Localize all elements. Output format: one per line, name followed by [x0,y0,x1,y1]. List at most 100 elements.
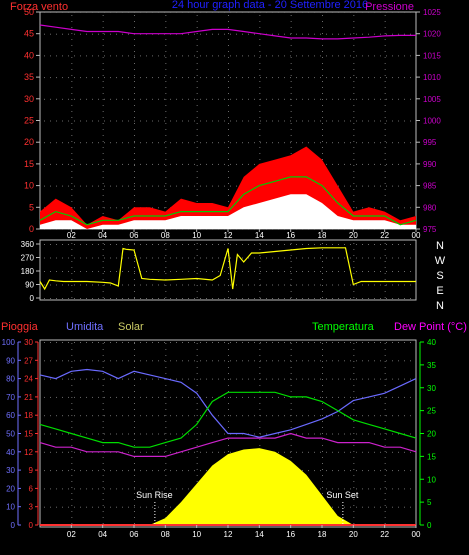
direction-gridline-v [134,297,135,298]
bottom-gridline-v [353,511,355,512]
pressure-tick-label: 1010 [423,73,441,82]
bottom-gridline-h [110,506,111,508]
top-gridline-v [353,105,355,106]
top-gridline-h [350,55,351,57]
direction-gridline-v [228,279,229,280]
bottom-gridline-v [165,487,167,488]
top-gridline-v [165,15,167,16]
bottom-gridline-h [332,451,333,453]
humidity-tick-label: 0 [11,521,16,530]
bottom-gridline-v [259,409,261,410]
top-gridline-h [290,120,291,122]
top-gridline-v [322,111,323,112]
top-gridline-v [259,147,261,148]
bottom-gridline-v [165,349,167,350]
top-gridline-h [110,55,111,57]
direction-gridline-h [332,244,333,245]
top-gridline-h [284,77,285,79]
bottom-gridline-h [404,396,405,398]
top-gridline-h [224,185,225,187]
direction-gridline-h [386,244,387,245]
bottom-gridline-v [353,433,355,434]
top-gridline-h [410,142,411,144]
top-gridline-h [398,55,399,57]
bottom-gridline-v [353,523,355,524]
top-gridline-v [196,123,198,124]
bottom-gridline-v [228,373,229,374]
direction-gridline-h [410,298,411,299]
bottom-gridline-h [44,360,45,362]
top-gridline-v [196,27,198,28]
top-gridline-h [308,98,309,100]
top-gridline-h [74,77,75,79]
bottom-gridline-h [296,360,297,362]
top-gridline-v [353,117,355,118]
top-gridline-h [326,163,327,165]
top-gridline-h [128,185,129,187]
bottom-gridline-v [196,343,198,344]
rain-tick-label: 3 [29,503,34,512]
top-gridline-v [134,21,135,22]
bottom-gridline-h [86,396,87,398]
top-gridline-v [134,123,135,124]
top-gridline-v [196,141,198,142]
bottom-gridline-v [384,421,386,422]
bottom-gridline-h [356,360,357,362]
top-gridline-h [116,120,117,122]
top-gridline-h [404,142,405,144]
direction-gridline-v [196,255,198,256]
bottom-gridline-v [228,445,229,446]
top-gridline-v [165,57,167,58]
bottom-gridline-v [102,433,104,434]
bottom-gridline-h [170,360,171,362]
wind-tick-label: 10 [24,181,34,191]
top-gridline-v [102,81,104,82]
bottom-gridline-h [116,342,117,343]
top-gridline-h [278,120,279,122]
direction-gridline-h [50,244,51,245]
top-gridline-v [71,75,73,76]
top-gridline-h [140,185,141,187]
pressure-tick-label: 1020 [423,30,441,39]
bottom-gridline-v [196,433,198,434]
top-gridline-h [278,77,279,79]
top-gridline-h [80,33,81,35]
top-gridline-v [102,69,104,70]
bottom-gridline-h [272,342,273,343]
direction-gridline-h [386,271,387,272]
top-gridline-h [218,185,219,187]
top-gridline-h [116,33,117,35]
bottom-gridline-h [278,396,279,398]
bottom-gridline-h [392,342,393,343]
bottom-gridline-h [188,342,189,343]
bottom-gridline-h [254,378,255,380]
bottom-gridline-h [368,378,369,380]
top-gridline-v [322,147,323,148]
direction-gridline-h [410,257,411,259]
bottom-gridline-v [228,427,229,428]
direction-gridline-v [384,285,386,286]
top-gridline-h [128,163,129,165]
direction-gridline-v [71,261,73,262]
top-gridline-v [165,45,167,46]
top-gridline-h [74,207,75,209]
top-gridline-v [228,147,229,148]
direction-gridline-v [384,297,386,298]
bottom-gridline-h [266,378,267,380]
direction-gridline-v [102,273,104,274]
top-gridline-h [68,142,69,144]
bottom-gridline-v [353,379,355,380]
top-gridline-v [384,81,386,82]
temperature-tick-label: 0 [427,521,432,530]
bottom-gridline-v [322,367,323,368]
direction-gridline-h [146,244,147,245]
direction-gridline-h [56,244,57,245]
direction-gridline-h [104,284,105,286]
top-gridline-h [230,163,231,165]
top-gridline-h [212,98,213,100]
rain-label: Pioggia [1,321,39,333]
bottom-gridline-v [353,397,355,398]
direction-gridline-h [374,257,375,259]
bottom-gridline-h [290,415,291,417]
bottom-gridline-h [296,433,297,435]
